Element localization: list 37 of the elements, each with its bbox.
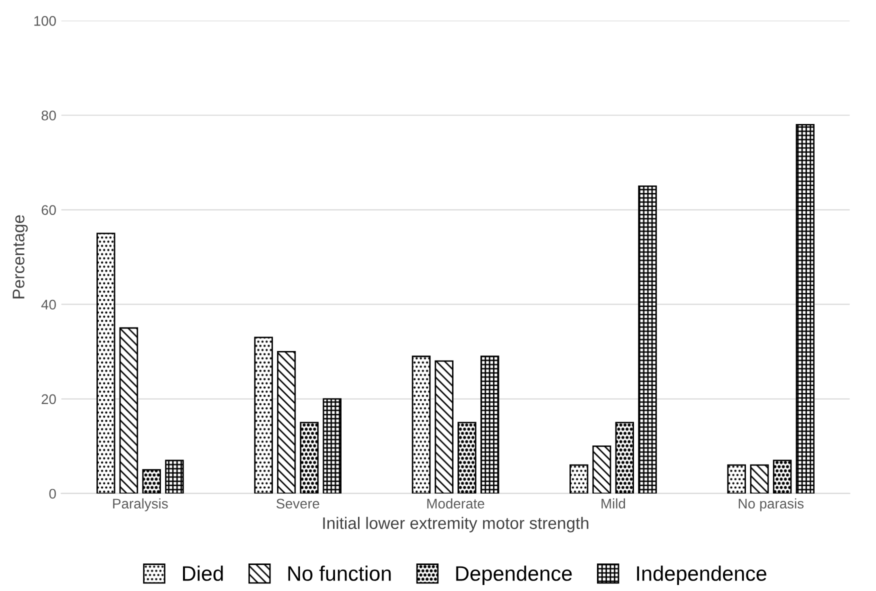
x-tick-label: No parasis: [738, 498, 804, 512]
bar: [796, 124, 815, 494]
bar: [96, 232, 116, 494]
x-tick-label: Moderate: [427, 498, 484, 509]
bar: [254, 336, 273, 494]
bar: [142, 469, 161, 494]
y-tick-label: 40: [41, 300, 56, 310]
bar: [480, 356, 500, 494]
y-tick-label: 100: [34, 16, 56, 26]
bar: [322, 398, 342, 494]
bar: [277, 350, 296, 494]
bar: [592, 446, 612, 494]
x-axis-title: Initial lower extremity motor strength: [323, 516, 588, 532]
bar: [727, 464, 746, 494]
bar: [750, 464, 769, 494]
bar: [412, 356, 431, 494]
y-tick-label: 60: [42, 205, 56, 215]
bar: [638, 185, 657, 494]
bar: [165, 460, 184, 494]
bar: [300, 422, 319, 494]
legend-label: Died: [183, 566, 223, 581]
y-axis-title: Percentage: [12, 215, 28, 298]
bar: [119, 327, 138, 494]
y-tick-label: 20: [42, 394, 56, 404]
x-tick-label: Severe: [276, 498, 320, 509]
legend-label: Dependence: [456, 566, 572, 586]
legend-label: Independence: [637, 566, 766, 586]
y-tick-label: 80: [42, 110, 56, 120]
bar: [615, 422, 634, 494]
bar: [458, 422, 476, 494]
y-tick-label: 0: [49, 488, 56, 499]
x-tick-label: Paralysis: [113, 498, 168, 512]
bar: [434, 360, 454, 494]
legend-label: No function: [288, 566, 391, 581]
bar: [570, 464, 588, 494]
bar: [772, 460, 792, 494]
x-tick-label: Mild: [602, 498, 626, 509]
